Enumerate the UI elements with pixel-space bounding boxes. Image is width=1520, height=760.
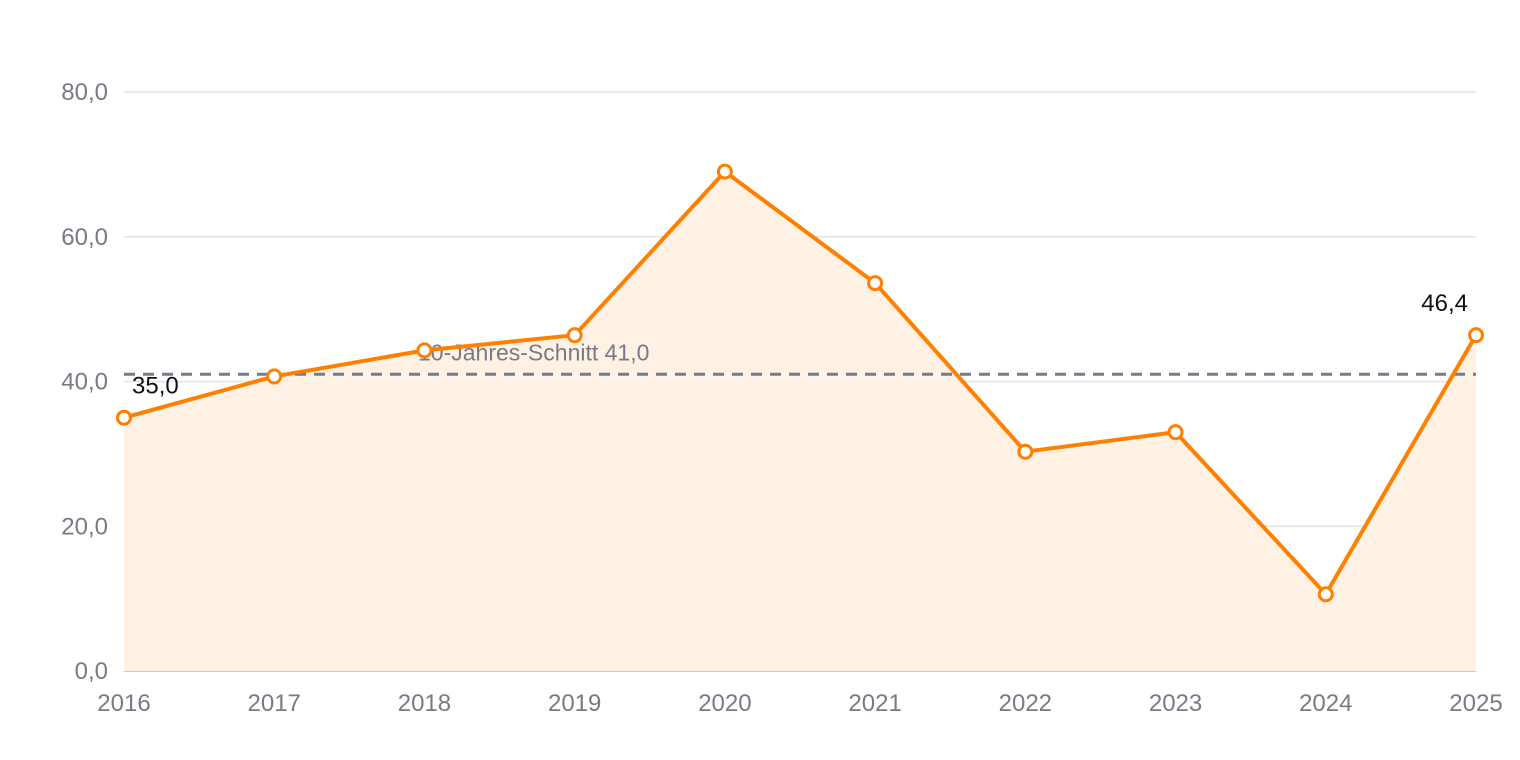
data-point (716, 163, 733, 180)
x-tick-label: 2023 (1149, 690, 1202, 717)
y-tick-label: 60,0 (61, 224, 108, 251)
x-tick-label: 2016 (97, 690, 150, 717)
data-point (416, 342, 433, 359)
y-tick-label: 80,0 (61, 79, 108, 106)
x-tick-label: 2022 (999, 690, 1052, 717)
data-point (1017, 443, 1034, 460)
x-tick-label: 2024 (1299, 690, 1352, 717)
y-tick-label: 0,0 (75, 658, 108, 685)
x-tick-label: 2019 (548, 690, 601, 717)
y-tick-label: 40,0 (61, 369, 108, 396)
data-point (566, 327, 583, 344)
series-line (122, 169, 1478, 597)
data-point (266, 368, 283, 385)
x-tick-label: 2017 (248, 690, 301, 717)
data-label: 35,0 (132, 373, 179, 400)
reference-line-label: 10-Jahres-Schnitt 41,0 (418, 339, 649, 365)
data-points (116, 163, 1484, 603)
data-point (1167, 424, 1184, 441)
series-area-fill (124, 171, 1476, 672)
y-tick-label: 20,0 (61, 513, 108, 540)
y-axis-ticks: 0,0 20,0 40,0 60,0 80,0 (61, 79, 108, 685)
data-point (116, 409, 132, 426)
x-tick-label: 2021 (848, 690, 901, 717)
x-tick-label: 2025 (1449, 690, 1502, 717)
data-labels: 35,0 46,4 (132, 290, 1468, 400)
x-tick-label: 2020 (698, 690, 751, 717)
data-point (1317, 586, 1334, 603)
data-point (867, 275, 884, 292)
x-tick-label: 2018 (398, 690, 451, 717)
data-label: 46,4 (1421, 290, 1468, 317)
data-point (1468, 327, 1484, 344)
x-axis-ticks: 2016 2017 2018 2019 2020 2021 2022 2023 2024 2025 (97, 690, 1502, 717)
